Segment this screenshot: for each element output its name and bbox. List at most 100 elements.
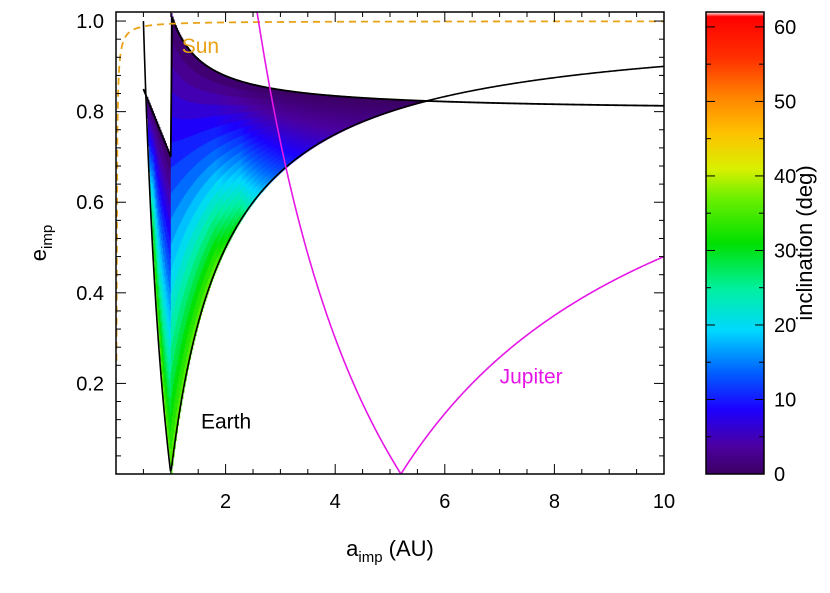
region-cell bbox=[306, 135, 309, 139]
y-tick-label: 0.8 bbox=[76, 102, 104, 124]
region-cell bbox=[387, 105, 390, 107]
region-cell bbox=[368, 100, 370, 103]
region-cell bbox=[265, 98, 267, 105]
region-cell bbox=[393, 106, 395, 109]
region-cell bbox=[390, 108, 392, 110]
region-cell bbox=[301, 109, 303, 115]
region-cell bbox=[322, 107, 324, 111]
region-cell bbox=[254, 117, 256, 125]
region-cell bbox=[349, 105, 352, 108]
region-cell bbox=[185, 343, 187, 363]
region-cell bbox=[307, 134, 310, 139]
region-cell bbox=[320, 102, 323, 106]
region-cell bbox=[339, 108, 342, 111]
region-cell bbox=[282, 125, 285, 131]
region-cell bbox=[191, 52, 194, 70]
region-cell bbox=[386, 105, 389, 107]
region-cell bbox=[196, 194, 198, 211]
region-cell bbox=[322, 133, 324, 137]
region-cell bbox=[171, 166, 174, 192]
region-cell bbox=[371, 100, 374, 103]
region-cell bbox=[186, 173, 188, 193]
region-cell bbox=[302, 106, 305, 111]
region-cell bbox=[393, 108, 395, 110]
region-cell bbox=[329, 97, 332, 101]
region-cell bbox=[201, 172, 204, 188]
region-cell bbox=[249, 152, 252, 160]
region-cell bbox=[160, 320, 163, 335]
region-cell bbox=[375, 106, 378, 109]
region-cell bbox=[320, 121, 323, 125]
region-cell bbox=[337, 100, 340, 103]
region-cell bbox=[308, 93, 311, 98]
region-cell bbox=[157, 181, 160, 194]
region-cell bbox=[318, 132, 321, 136]
region-cell bbox=[166, 274, 169, 291]
region-cell bbox=[385, 108, 388, 110]
region-cell bbox=[203, 197, 206, 212]
region-cell bbox=[200, 75, 203, 90]
region-cell bbox=[383, 110, 386, 112]
region-cell bbox=[256, 160, 258, 168]
region-cell bbox=[258, 122, 261, 129]
region-cell bbox=[350, 100, 353, 103]
region-cell bbox=[302, 144, 305, 149]
region-cell bbox=[208, 153, 210, 167]
region-cell bbox=[179, 390, 182, 413]
region-cell bbox=[329, 114, 332, 117]
region-cell bbox=[172, 359, 175, 385]
region-cell bbox=[359, 108, 362, 111]
region-cell bbox=[250, 124, 253, 132]
region-cell bbox=[191, 283, 194, 301]
region-cell bbox=[248, 118, 251, 126]
region-cell bbox=[162, 359, 164, 375]
region-cell bbox=[231, 139, 233, 150]
region-cell bbox=[311, 99, 313, 104]
region-cell bbox=[288, 111, 290, 117]
region-cell bbox=[265, 131, 267, 138]
region-cell bbox=[251, 157, 254, 165]
region-cell bbox=[259, 127, 262, 135]
region-cell bbox=[179, 181, 182, 203]
region-cell bbox=[292, 153, 295, 159]
region-cell bbox=[313, 132, 315, 136]
region-cell bbox=[210, 92, 212, 105]
region-cell bbox=[317, 124, 320, 129]
region-cell bbox=[187, 297, 189, 317]
region-cell bbox=[327, 131, 330, 135]
region-cell bbox=[202, 253, 205, 268]
region-cell bbox=[290, 139, 292, 145]
region-cell bbox=[306, 93, 309, 98]
region-cell bbox=[277, 94, 279, 100]
region-cell bbox=[349, 108, 352, 112]
region-cell bbox=[300, 131, 302, 136]
region-cell bbox=[357, 118, 359, 121]
region-cell bbox=[286, 124, 289, 130]
region-cell bbox=[347, 105, 349, 108]
region-cell bbox=[227, 178, 230, 189]
region-cell bbox=[192, 69, 195, 87]
region-cell bbox=[276, 103, 278, 110]
region-cell bbox=[178, 289, 181, 312]
region-cell bbox=[304, 102, 307, 107]
region-cell bbox=[354, 112, 357, 115]
region-cell bbox=[319, 134, 322, 139]
region-cell bbox=[253, 123, 255, 131]
region-cell bbox=[245, 205, 248, 214]
region-cell bbox=[254, 149, 256, 157]
region-cell bbox=[149, 176, 152, 182]
region-cell bbox=[208, 79, 210, 93]
region-cell bbox=[206, 255, 209, 270]
region-cell bbox=[213, 252, 216, 265]
region-cell bbox=[316, 116, 319, 121]
region-cell bbox=[370, 99, 372, 102]
region-cell bbox=[334, 128, 336, 132]
region-cell bbox=[197, 297, 199, 313]
region-cell bbox=[277, 103, 279, 109]
region-cell bbox=[304, 142, 307, 147]
region-cell bbox=[247, 97, 250, 105]
region-cell bbox=[289, 139, 291, 145]
region-cell bbox=[174, 401, 176, 426]
region-cell bbox=[174, 117, 176, 142]
region-cell bbox=[297, 117, 300, 122]
